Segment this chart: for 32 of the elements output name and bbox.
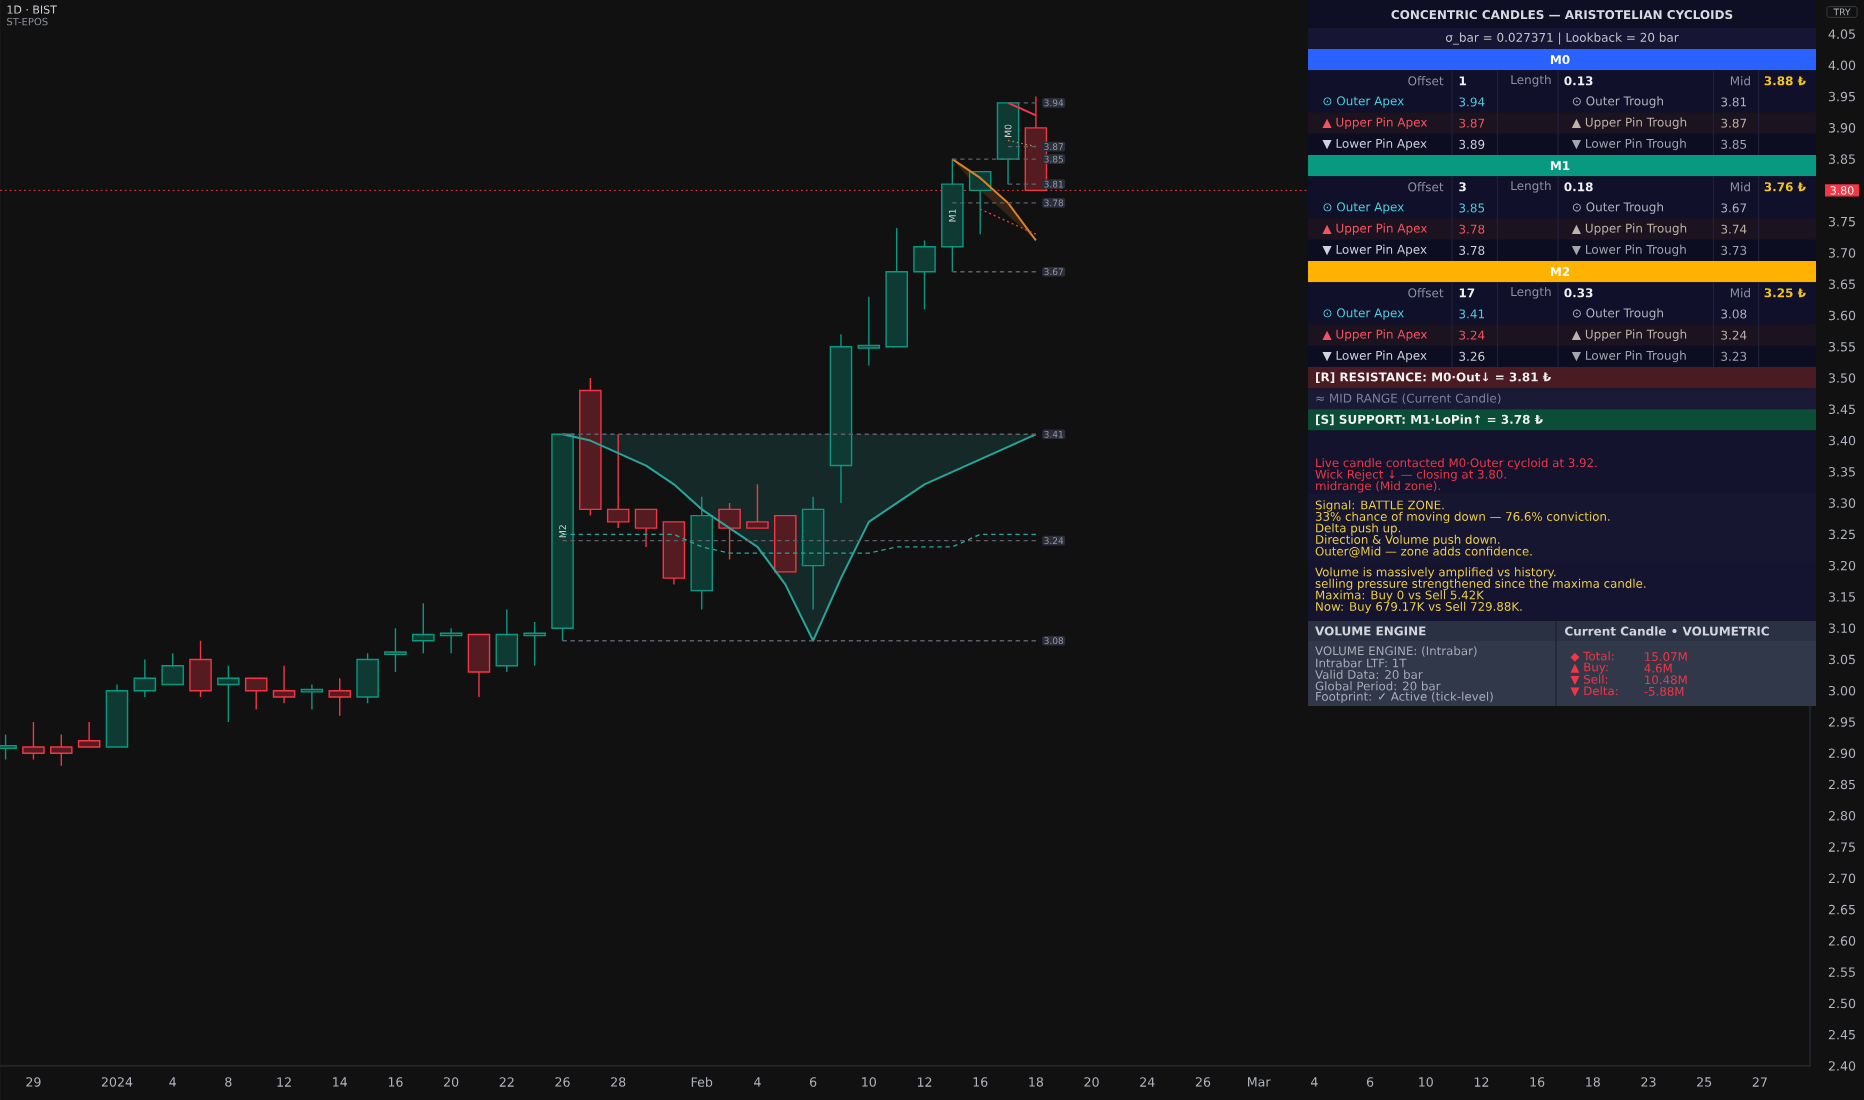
- candlestick: [690, 496, 714, 611]
- candlestick: [50, 733, 73, 767]
- candlestick: [300, 683, 324, 711]
- candlestick: [439, 627, 463, 654]
- candlestick: [996, 102, 1020, 185]
- candlestick: [634, 508, 658, 548]
- candlestick: [913, 239, 936, 310]
- candlestick: [662, 521, 686, 586]
- candlestick: [272, 665, 296, 704]
- candlestick: [161, 652, 184, 686]
- candlestick: [328, 677, 352, 717]
- candlestick: [746, 483, 769, 529]
- candlestick: [495, 608, 519, 673]
- candlestick: [579, 377, 602, 517]
- candlestick: [551, 433, 574, 642]
- candlestick: [718, 502, 741, 561]
- candlestick: [467, 633, 491, 698]
- candlestick: [22, 721, 45, 761]
- candlestick: [606, 433, 630, 529]
- candlestick: [774, 514, 797, 573]
- candlestick: [885, 227, 908, 348]
- candlestick: [384, 627, 407, 673]
- candlestick: [356, 652, 379, 704]
- candlestick: [244, 677, 268, 711]
- candlestick: [857, 296, 881, 367]
- candlestick: [829, 333, 853, 504]
- candlestick: [133, 658, 157, 698]
- candlestick: [77, 721, 101, 748]
- candlestick: [941, 158, 964, 273]
- candlestick: [801, 496, 825, 611]
- candlestick: [189, 639, 212, 698]
- candlestick: [105, 683, 129, 748]
